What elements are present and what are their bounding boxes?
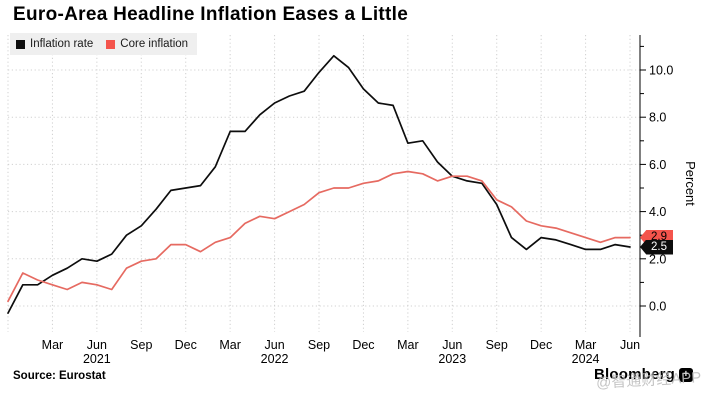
x-year-label: 2024 [572,352,600,366]
x-month-label: Jun [87,338,107,352]
y-tick-label: 0.0 [649,300,666,314]
core-inflation-swatch-icon [106,39,116,49]
y-axis-title: Percent [683,161,698,206]
core-inflation-line [7,170,631,303]
x-month-label: Dec [352,338,374,352]
x-month-label: Mar [397,338,419,352]
x-year-label: 2021 [83,352,111,366]
x-month-label: Mar [219,338,241,352]
x-month-label: Jun [265,338,285,352]
x-month-label: Jun [442,338,462,352]
y-tick-label: 4.0 [649,205,666,219]
chart-legend: Inflation rate Core inflation [10,33,198,55]
x-month-label: Dec [175,338,197,352]
x-month-label: Jun [620,338,640,352]
x-year-label: 2023 [438,352,466,366]
legend-label: Core inflation [120,38,189,50]
inflation-rate-end-label: 2.5 [640,239,673,255]
legend-item-core-inflation: Core inflation [106,38,188,50]
inflation-rate-swatch-icon [16,39,25,49]
x-month-label: Sep [486,338,508,352]
legend-label: Inflation rate [30,38,94,50]
bloomberg-wordmark: Bloomberg [594,366,675,383]
y-tick-label: 2.0 [649,252,666,266]
x-month-label: Dec [530,338,552,352]
legend-item-inflation-rate: Inflation rate [16,38,93,50]
x-month-label: Mar [575,338,597,352]
y-tick-label: 6.0 [649,158,666,172]
x-month-label: Mar [42,338,64,352]
y-tick-label: 10.0 [649,64,673,78]
x-year-label: 2022 [261,352,289,366]
bloomberg-logo-icon: + [678,367,693,382]
y-tick-label: 8.0 [649,111,666,125]
x-month-label: Sep [308,338,330,352]
bloomberg-branding: Bloomberg + [594,366,693,383]
x-month-label: Sep [130,338,152,352]
inflation-rate-line [7,54,631,314]
source-attribution: Source: Eurostat [13,370,106,382]
chart-title: Euro-Area Headline Inflation Eases a Lit… [13,4,409,25]
